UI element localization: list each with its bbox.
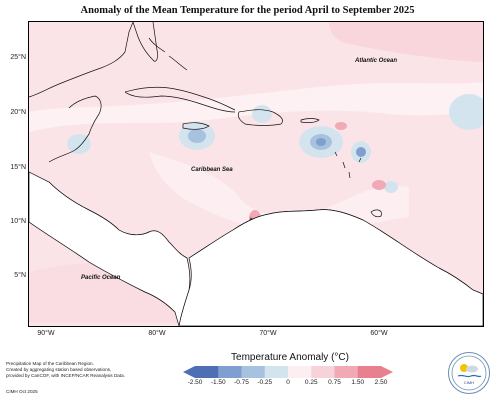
lon-label: 60°W xyxy=(370,330,388,337)
lat-label: 15°N xyxy=(10,164,26,171)
colorbar-tick-label: -0.25 xyxy=(257,379,273,386)
puerto-rico xyxy=(300,118,320,123)
land-masses xyxy=(29,171,483,326)
colorbar-tick-label: 0.25 xyxy=(304,379,318,386)
colorbar-left-extension xyxy=(183,366,195,378)
colorbar-segment xyxy=(241,366,266,378)
cool-anomaly xyxy=(252,105,272,123)
hispaniola xyxy=(237,109,283,126)
gulf-coast-usa xyxy=(29,22,134,98)
bahamas xyxy=(148,37,188,71)
colorbar-tick-label: 0.75 xyxy=(328,379,341,386)
footer-line-3: provided by CariCOF, with INCEP/NCAR Rea… xyxy=(6,373,125,378)
cuba-south xyxy=(124,91,236,113)
anomaly-band-warm xyxy=(329,22,483,62)
colorbar-segment xyxy=(311,366,335,378)
colorbar-segment xyxy=(195,366,219,378)
cool-anomaly xyxy=(67,134,91,154)
footer-line-1: Precipitation Map of the Caribbean Regio… xyxy=(6,361,94,366)
logo-emblem-icon xyxy=(451,355,487,391)
colorbar-tick-label: 2.50 xyxy=(374,379,388,386)
map-canvas: Atlantic Ocean Caribbean Sea Pacific Oce… xyxy=(29,22,483,326)
footer-line-2: Created by aggregating station based obs… xyxy=(6,367,112,372)
colorbar-tick-labels: -2.50 -1.50 -0.75 -0.25 0 0.25 0.75 1.50 2.50 xyxy=(183,379,393,389)
warm-anomaly xyxy=(335,122,347,130)
logo-text: CIMH xyxy=(463,380,475,385)
footer-notes: Precipitation Map of the Caribbean Regio… xyxy=(6,361,166,395)
map-place-labels: Atlantic Ocean Caribbean Sea Pacific Oce… xyxy=(81,58,397,281)
colorbar-tick-label: -2.50 xyxy=(187,379,203,386)
jamaica xyxy=(182,122,210,130)
map-panel: Atlantic Ocean Caribbean Sea Pacific Oce… xyxy=(28,21,484,327)
lon-label: 70°W xyxy=(259,330,277,337)
lon-label: 80°W xyxy=(148,330,166,337)
cimh-logo: CIMH xyxy=(448,352,490,394)
footer-credit: CIMH Oct 2025 xyxy=(6,389,38,394)
colorbar-right-extension xyxy=(381,366,393,378)
caribbean-sea-label: Caribbean Sea xyxy=(191,167,233,173)
yucatan-coast xyxy=(48,95,102,163)
colorbar-segment xyxy=(264,366,289,378)
cool-anomaly-core xyxy=(188,129,206,143)
pacific-ocean-label: Pacific Ocean xyxy=(81,275,121,281)
colorbar-segments xyxy=(195,366,382,378)
colorbar-segment xyxy=(357,366,382,378)
cool-anomaly-core xyxy=(356,147,366,157)
colorbar-segment xyxy=(288,366,312,378)
warm-anomaly xyxy=(372,180,386,190)
colorbar xyxy=(183,366,393,378)
florida-peninsula xyxy=(132,22,158,62)
map-title: Anomaly of the Mean Temperature for the … xyxy=(80,5,415,16)
atlantic-ocean-label: Atlantic Ocean xyxy=(354,58,397,64)
lat-label: 20°N xyxy=(10,109,26,116)
cuba xyxy=(124,86,236,111)
colorbar-segment xyxy=(334,366,359,378)
south-america-land xyxy=(178,209,483,326)
lat-label: 5°N xyxy=(14,272,26,279)
colorbar-title: Temperature Anomaly (°C) xyxy=(231,352,349,363)
colorbar-segment xyxy=(218,366,242,378)
lesser-antilles xyxy=(334,151,362,179)
lon-label: 90°W xyxy=(37,330,55,337)
cool-anomaly xyxy=(384,181,398,193)
lat-label: 25°N xyxy=(10,54,26,61)
colorbar-tick-label: -0.75 xyxy=(234,379,249,386)
central-america-land xyxy=(29,171,191,326)
colorbar-tick-label: -1.50 xyxy=(210,379,226,386)
trinidad xyxy=(370,209,382,218)
colorbar-tick-label: 0 xyxy=(286,379,290,386)
colorbar-tick-label: 1.50 xyxy=(351,379,365,386)
cool-anomaly-core xyxy=(316,138,326,146)
cool-anomaly xyxy=(449,94,483,130)
lat-label: 10°N xyxy=(10,218,26,225)
